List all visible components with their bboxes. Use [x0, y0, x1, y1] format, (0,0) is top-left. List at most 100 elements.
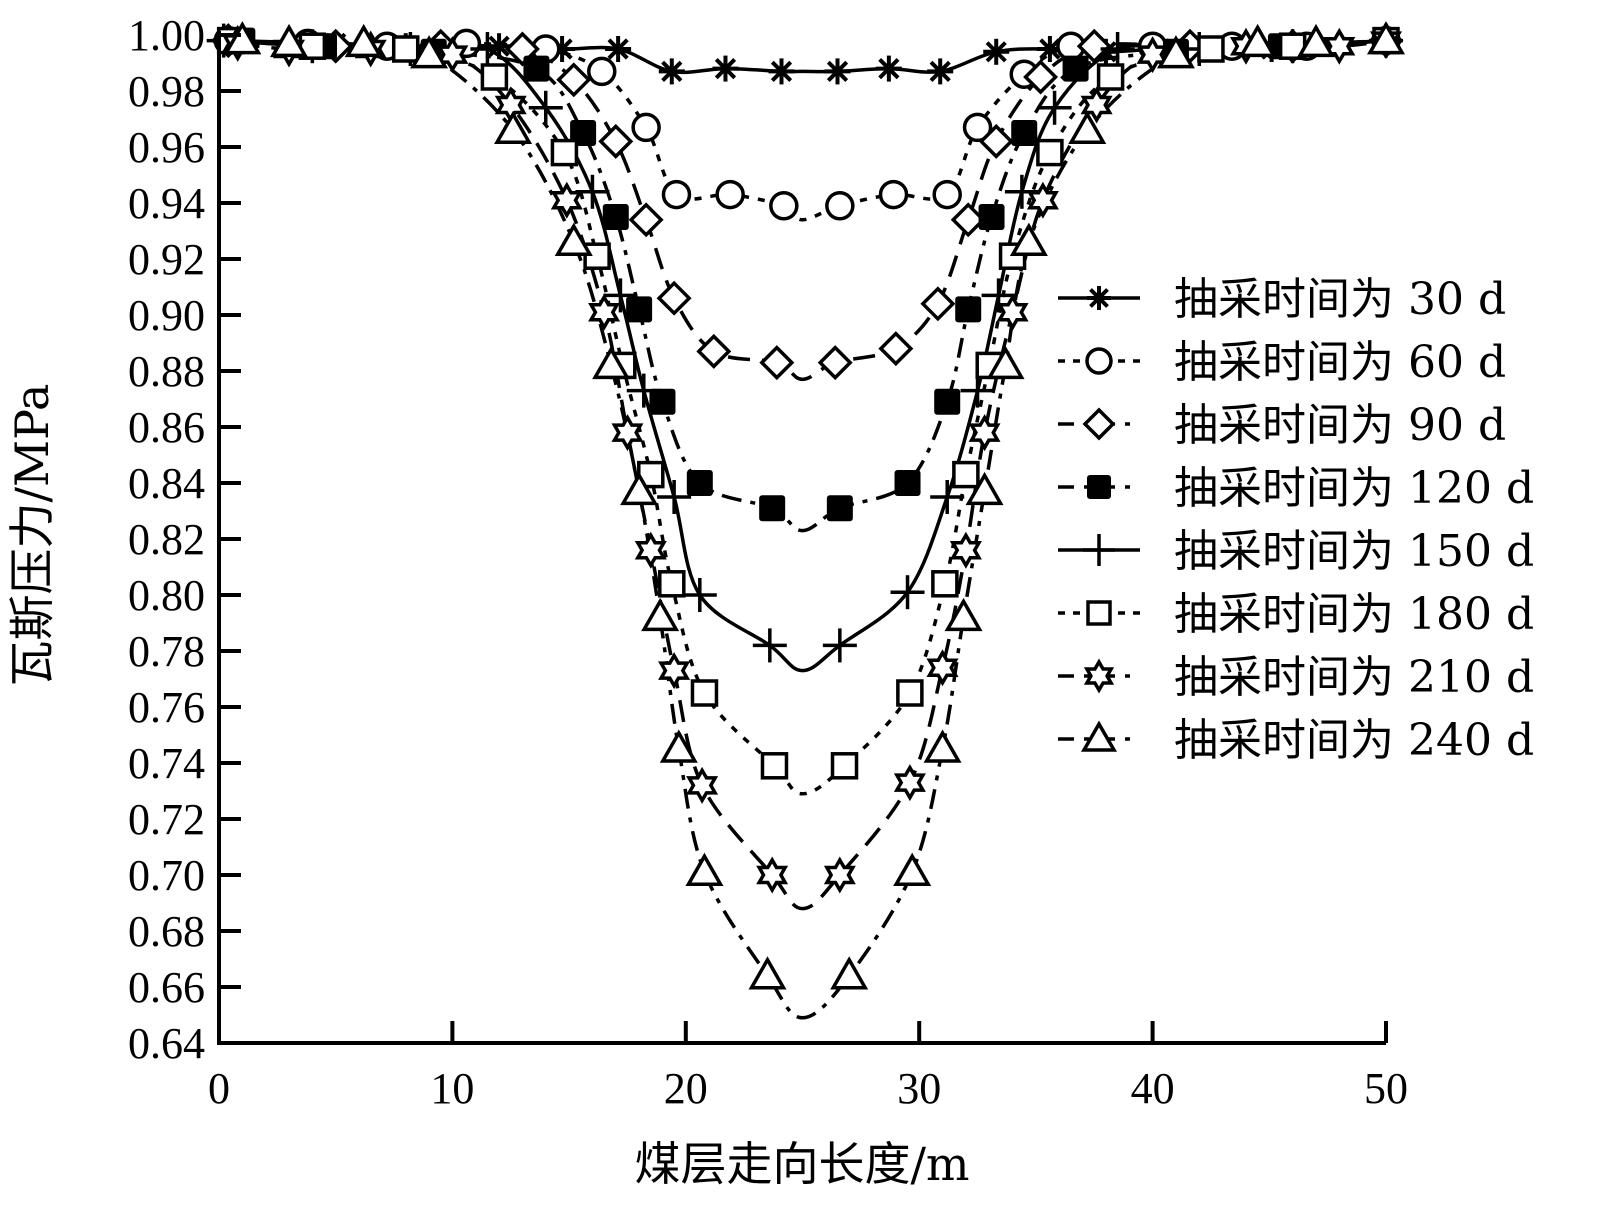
series-line-6 [230, 38, 1387, 796]
star6-marker-icon [634, 531, 667, 569]
y-tick-label: 0.78 [128, 627, 205, 676]
star6-marker-icon [436, 36, 469, 74]
y-tick-label: 0.72 [128, 795, 205, 844]
y-tick-label: 0.92 [128, 235, 205, 284]
series-line-3 [228, 38, 1387, 382]
circle-marker-icon [962, 112, 993, 143]
series-line-8 [242, 38, 1387, 1020]
legend-label: 抽采时间为 30 d [1174, 274, 1506, 325]
triangle-marker-icon [986, 345, 1025, 380]
diamond-marker-icon [878, 331, 914, 367]
asterisk-marker-icon [658, 58, 685, 85]
legend-item: 抽采时间为 210 d [1058, 652, 1534, 703]
x-tick-label: 10 [430, 1064, 474, 1113]
diamond-marker-icon [696, 333, 732, 369]
triangle-marker-icon [944, 597, 983, 632]
square-marker-icon [658, 570, 686, 598]
x-tick-label: 50 [1364, 1064, 1408, 1113]
diamond-marker-icon [656, 280, 692, 316]
square-marker-icon [1096, 63, 1125, 91]
legend-item: 抽采时间为 60 d [1058, 337, 1506, 388]
star6-marker-icon [996, 293, 1029, 331]
asterisk-marker-icon [768, 58, 795, 85]
y-tick-label: 0.98 [128, 67, 205, 116]
legend-label: 抽采时间为 240 d [1174, 715, 1534, 766]
legend-item: 抽采时间为 30 d [1058, 274, 1506, 325]
diamond-marker-icon [1082, 407, 1116, 441]
plus-marker-icon [470, 32, 505, 66]
triangle-marker-icon [659, 729, 698, 763]
filled-square-marker-icon [826, 495, 853, 522]
star6-marker-icon [893, 764, 926, 802]
triangle-marker-icon [554, 222, 593, 256]
circle-marker-icon [587, 56, 617, 87]
circle-marker-icon [715, 179, 745, 210]
triangle-marker-icon [1366, 21, 1406, 55]
triangle-marker-icon [270, 23, 309, 58]
circle-marker-icon [631, 112, 661, 143]
diamond-marker-icon [1023, 59, 1059, 95]
triangle-marker-icon [620, 471, 659, 506]
y-tick-label: 0.94 [128, 179, 205, 228]
diamond-marker-icon [628, 202, 664, 238]
triangle-marker-icon [923, 729, 962, 763]
plus-marker-icon [981, 278, 1016, 313]
x-tick-label: 30 [897, 1064, 941, 1113]
plus-marker-icon [603, 278, 638, 313]
triangle-marker-icon [748, 956, 787, 990]
filled-square-marker-icon [1087, 475, 1111, 499]
legend-label: 抽采时间为 180 d [1174, 589, 1534, 640]
square-marker-icon [760, 752, 789, 780]
y-tick-label: 0.96 [128, 123, 205, 172]
star6-marker-icon [1136, 36, 1169, 74]
circle-marker-icon [932, 179, 962, 210]
legend-item: 抽采时间为 90 d [1058, 400, 1506, 451]
filled-square-marker-icon [955, 296, 982, 323]
triangle-marker-icon [1238, 23, 1277, 58]
square-marker-icon [391, 35, 420, 63]
y-tick-label: 0.66 [128, 963, 205, 1012]
triangle-marker-icon [592, 345, 631, 380]
filled-square-marker-icon [626, 296, 653, 323]
star6-marker-icon [756, 856, 789, 894]
triangle-marker-icon [1068, 110, 1107, 144]
square-marker-icon [1278, 32, 1307, 60]
filled-square-marker-icon [523, 55, 550, 82]
plus-marker-icon [960, 373, 995, 408]
triangle-marker-icon [965, 471, 1004, 506]
triangle-marker-icon [1080, 720, 1118, 752]
diamond-marker-icon [598, 123, 634, 159]
asterisk-marker-icon [875, 55, 902, 82]
asterisk-marker-icon [983, 38, 1010, 65]
square-marker-icon [1086, 600, 1112, 626]
y-tick-label: 0.88 [128, 347, 205, 396]
triangle-marker-icon [685, 852, 724, 886]
square-marker-icon [583, 242, 611, 270]
star6-marker-icon [926, 649, 959, 687]
filled-square-marker-icon [934, 388, 961, 415]
axes: 0.64 0.66 0.68 0.70 0.72 0.74 0.76 0.78 0.80 0.82… [128, 11, 1408, 1113]
y-tick-label: 0.70 [128, 851, 205, 900]
y-tick-label: 0.80 [128, 571, 205, 620]
legend-label: 抽采时间为 60 d [1174, 337, 1506, 388]
triangle-marker-icon [223, 21, 262, 55]
legend-label: 抽采时间为 150 d [1174, 526, 1534, 577]
filled-square-marker-icon [686, 470, 713, 496]
filled-square-marker-icon [649, 388, 676, 415]
asterisk-marker-icon [605, 36, 632, 62]
asterisk-marker-icon [712, 55, 739, 82]
asterisk-marker-icon [824, 58, 851, 85]
asterisk-marker-icon [1087, 286, 1111, 310]
y-tick-label: 0.82 [128, 515, 205, 564]
star6-marker-icon [968, 414, 1001, 452]
diamond-marker-icon [920, 286, 956, 322]
star6-marker-icon [823, 856, 856, 894]
y-tick-label: 0.74 [128, 739, 205, 788]
legend-item: 抽采时间为 150 d [1058, 526, 1534, 577]
triangle-marker-icon [410, 35, 449, 69]
x-axis-title: 煤层走向长度/m [634, 1137, 969, 1191]
star6-marker-icon [658, 652, 691, 690]
square-marker-icon [1036, 138, 1064, 167]
y-tick-label: 0.64 [128, 1019, 205, 1068]
